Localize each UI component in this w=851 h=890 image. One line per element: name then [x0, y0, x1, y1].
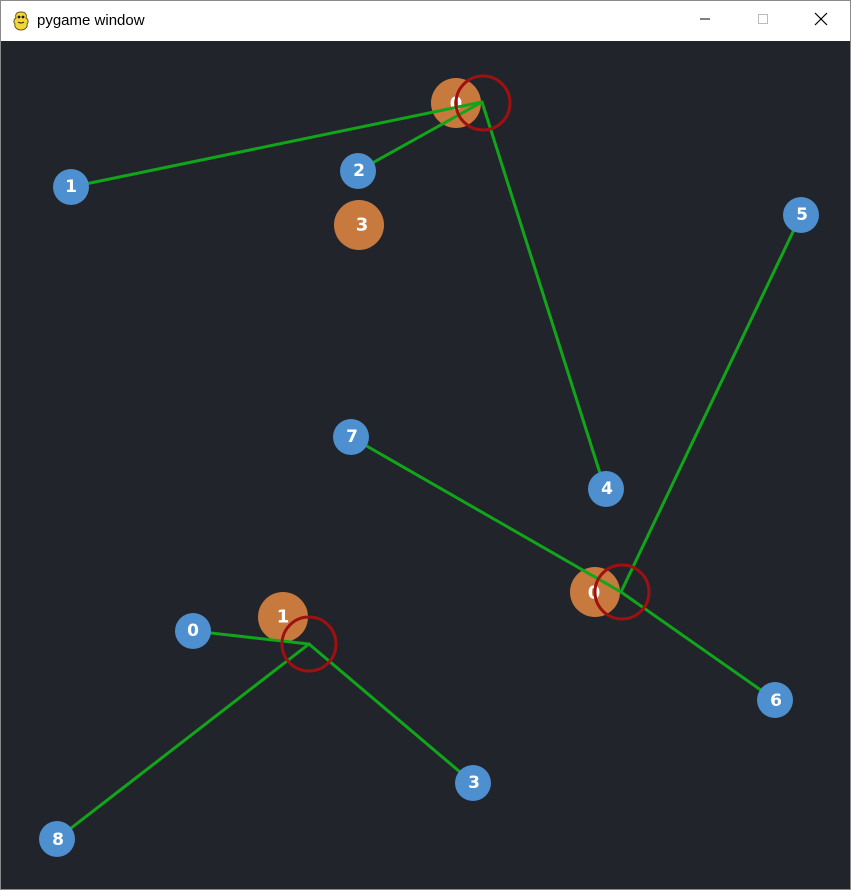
blue-node	[455, 765, 491, 801]
minimize-icon	[699, 12, 711, 30]
orange-nodes: 0 3 1 0	[258, 78, 620, 642]
link-line	[619, 213, 803, 594]
link-line	[356, 100, 484, 173]
blue-node-label: 2	[353, 161, 365, 181]
link-line	[69, 100, 484, 189]
blue-node-label: 7	[346, 427, 358, 447]
link-line	[480, 100, 607, 491]
blue-node	[39, 821, 75, 857]
link-line	[307, 642, 475, 785]
center-rings	[280, 74, 651, 673]
blue-node-label: 1	[65, 177, 77, 197]
close-icon	[814, 12, 828, 31]
close-button[interactable]	[792, 1, 850, 41]
orange-node	[334, 200, 384, 250]
game-canvas[interactable]: 0 3 1 0	[1, 41, 850, 889]
minimize-button[interactable]	[676, 1, 734, 41]
blue-node	[53, 169, 89, 205]
maximize-icon	[757, 12, 769, 30]
maximize-button[interactable]	[734, 1, 792, 41]
blue-node	[783, 197, 819, 233]
link-line	[191, 629, 311, 646]
blue-node	[340, 153, 376, 189]
blue-node	[588, 471, 624, 507]
orange-node	[258, 592, 308, 642]
pygame-snake-icon	[12, 11, 30, 31]
center-ring	[280, 615, 338, 673]
orange-node-label: 3	[356, 215, 369, 236]
window-title: pygame window	[37, 12, 145, 29]
orange-node-label: 1	[277, 607, 290, 628]
blue-node-label: 3	[468, 773, 480, 793]
blue-node	[175, 613, 211, 649]
scene-svg: 0 3 1 0	[39, 74, 819, 857]
blue-nodes: 1 2 5 7 4 0 6 3 8	[39, 153, 819, 857]
blue-node-label: 5	[796, 205, 808, 225]
blue-node-label: 0	[187, 621, 199, 641]
blue-node-label: 8	[52, 830, 64, 850]
blue-node	[757, 682, 793, 718]
link-line	[349, 435, 623, 594]
blue-node	[333, 419, 369, 455]
links	[55, 100, 803, 841]
blue-node-label: 4	[601, 479, 613, 499]
center-ring	[593, 563, 651, 621]
title-bar[interactable]: pygame window	[1, 1, 850, 41]
link-line	[55, 642, 311, 841]
link-line	[619, 590, 777, 702]
center-ring	[454, 74, 512, 132]
blue-node-label: 6	[770, 691, 782, 711]
